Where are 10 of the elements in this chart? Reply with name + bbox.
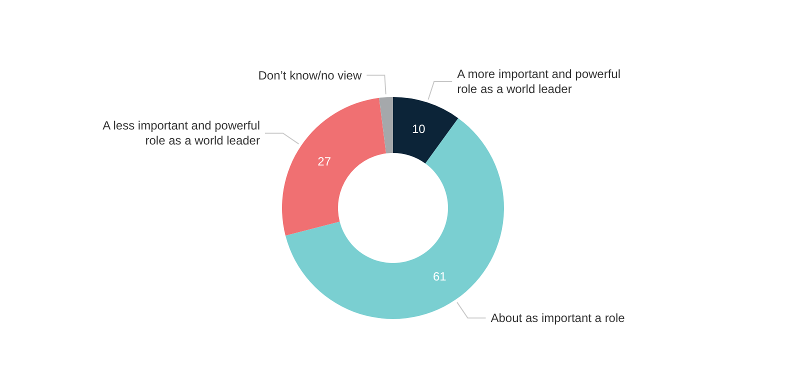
slice-label: A more important and powerful role as a world leader [457, 67, 621, 96]
slice-label: Don’t know/no view [258, 68, 362, 82]
data-label: 10 [412, 122, 426, 136]
slice-label: A less important and powerful role as a world leader [102, 118, 260, 148]
donut-slice [393, 97, 458, 164]
donut-slice [379, 97, 393, 154]
donut-slice [282, 98, 386, 236]
slice-label: About as important a role [490, 311, 626, 325]
data-label: 61 [432, 270, 447, 284]
data-label: 27 [318, 154, 332, 168]
